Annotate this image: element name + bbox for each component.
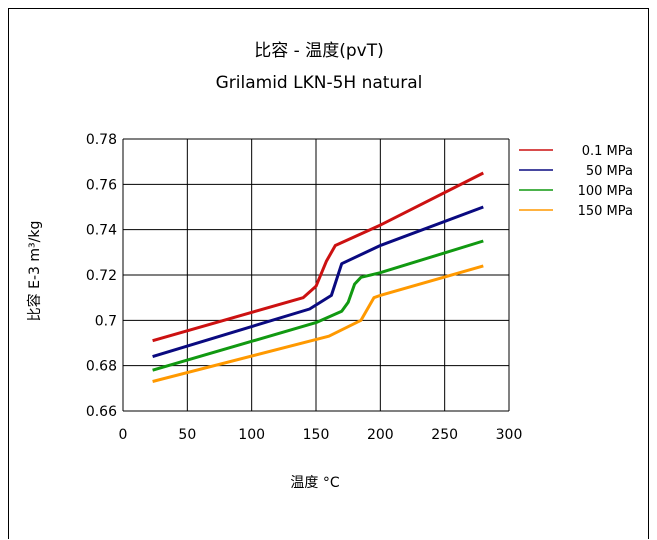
y-tick-label: 0.78 [86,132,117,148]
chart-frame: 比容 - 温度(pvT) Grilamid LKN-5H natural 0 50… [8,8,649,539]
x-tick-label: 250 [431,427,458,443]
y-tick-label: 0.68 [86,359,117,375]
x-tick-label: 200 [367,427,394,443]
chart-title: 比容 - 温度(pvT) [254,41,383,61]
grid [122,138,510,412]
chart-subtitle: Grilamid LKN-5H natural [216,73,423,93]
y-tick-label: 0.76 [86,177,117,193]
series-line [152,239,484,372]
series-lines [152,171,484,383]
x-tick-label: 50 [178,427,196,443]
series-line [152,171,484,343]
legend-label: 150 MPa [578,204,633,219]
x-axis-label: 温度 °C [290,475,339,491]
legend-label: 100 MPa [578,184,633,199]
series-line [152,205,484,359]
legend-label: 0.1 MPa [582,144,633,159]
x-tick-label: 0 [119,427,128,443]
y-tick-label: 0.66 [86,404,117,420]
pvt-chart: 比容 - 温度(pvT) Grilamid LKN-5H natural 0 50… [26,41,633,491]
series-line [152,264,484,383]
x-tick-label: 150 [303,427,330,443]
x-tick-label: 300 [496,427,523,443]
y-axis-label: 比容 E-3 m³/kg [26,221,43,322]
y-tick-label: 0.7 [95,313,117,329]
tick-labels: 0 50 100 150 200 250 300 0.66 0.68 0.7 0.72 0.74 0.7… [86,132,523,443]
x-tick-label: 100 [238,427,265,443]
legend: 0.1 MPa 50 MPa 100 MPa 150 MPa [519,144,633,219]
legend-label: 50 MPa [586,164,633,179]
y-tick-label: 0.72 [86,268,117,284]
y-tick-label: 0.74 [86,223,117,239]
